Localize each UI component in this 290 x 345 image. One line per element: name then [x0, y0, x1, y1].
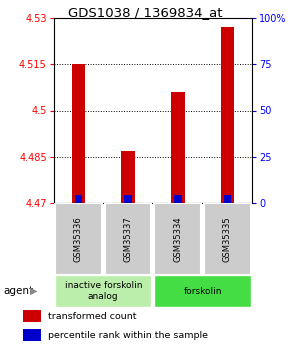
- Bar: [174, 195, 182, 203]
- Text: forskolin: forskolin: [183, 286, 222, 296]
- Bar: [155, 275, 251, 307]
- Bar: [155, 203, 201, 275]
- Text: ▶: ▶: [30, 286, 37, 296]
- Bar: [204, 203, 251, 275]
- Bar: [55, 275, 151, 307]
- Text: GSM35334: GSM35334: [173, 216, 182, 262]
- Text: GSM35336: GSM35336: [74, 216, 83, 262]
- Bar: [220, 27, 234, 203]
- Text: GSM35335: GSM35335: [223, 216, 232, 262]
- Bar: [72, 64, 86, 203]
- Bar: [224, 195, 231, 203]
- Text: percentile rank within the sample: percentile rank within the sample: [48, 331, 208, 339]
- Bar: [124, 195, 132, 203]
- Text: agent: agent: [3, 286, 33, 296]
- Bar: [23, 310, 41, 322]
- Text: GSM35337: GSM35337: [124, 216, 133, 262]
- Bar: [75, 195, 82, 203]
- Text: inactive forskolin
analog: inactive forskolin analog: [65, 281, 142, 301]
- Bar: [121, 150, 135, 203]
- Text: GDS1038 / 1369834_at: GDS1038 / 1369834_at: [68, 6, 222, 19]
- Bar: [23, 329, 41, 341]
- Text: transformed count: transformed count: [48, 312, 137, 321]
- Bar: [105, 203, 151, 275]
- Bar: [55, 203, 102, 275]
- Bar: [171, 92, 185, 203]
